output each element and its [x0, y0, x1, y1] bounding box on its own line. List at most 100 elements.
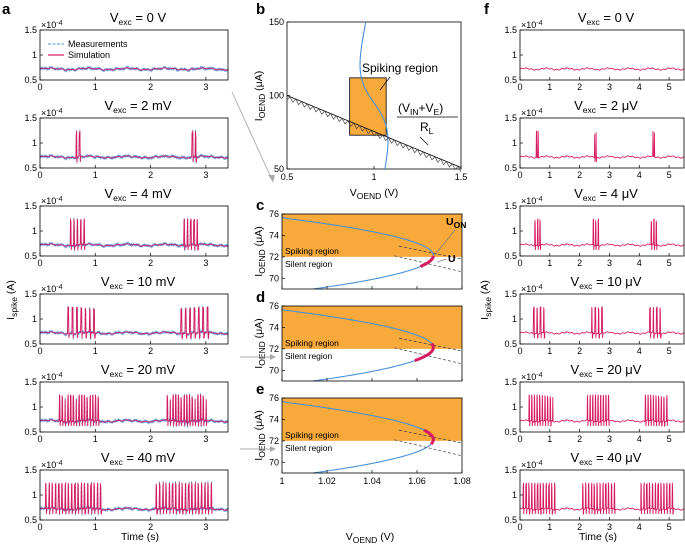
x-tick-label: 1 [547, 434, 552, 444]
y-tick-label: 74 [269, 414, 279, 424]
x-tick-label: 5 [667, 434, 672, 444]
y-tick-label: 1 [32, 138, 37, 148]
subplot-title-value: = 0 V [132, 10, 167, 25]
ylabel-unit: (μA) [253, 410, 265, 433]
y-tick-label: 76 [269, 209, 279, 219]
subplot-2: Vexc = 4 μV ×10-4 0.5 1 1.5 0 1 2 3 4 5 [504, 186, 685, 268]
subplot-title: Vexc = 20 mV [101, 362, 176, 379]
panel-b-letter: b [256, 1, 265, 18]
panel-f-xlabel: Time (s) [579, 531, 617, 543]
y-exponent: ×10-4 [41, 284, 63, 294]
subplot-title: Vexc = 20 μV [571, 362, 642, 379]
x-tick-label: 1.5 [455, 172, 468, 182]
y-tick-label: 1.5 [24, 289, 37, 299]
x-tick-label: 2 [577, 82, 582, 92]
subplot-title: Vexc = 10 μV [571, 274, 642, 291]
x-tick-label: 2 [148, 258, 153, 268]
legend-label-simulation: Simulation [68, 50, 110, 60]
subplot-title-sub: exc [110, 457, 124, 467]
x-tick-label: 3 [607, 346, 612, 356]
subplot-title-main: V [104, 98, 113, 113]
simulation-line [39, 482, 229, 515]
y-tick-label: 1 [512, 226, 517, 236]
panel-b: b Spiking region (VIN+VE) RL 0.5 1 1.5 50 100 15… [253, 1, 467, 201]
operating-segment [414, 342, 435, 363]
x-tick-label: 1 [93, 258, 98, 268]
x-tick-label: 1 [547, 346, 552, 356]
y-tick-label: 1.5 [504, 201, 517, 211]
load-line-dashed-lower [394, 255, 463, 273]
formula-part: (V [398, 101, 410, 115]
y-exponent-power: -4 [56, 20, 62, 27]
load-line-dashed-upper [398, 337, 463, 352]
x-tick-label: 1.04 [363, 476, 381, 486]
y-tick-label: 1.5 [504, 465, 517, 475]
subplot-title: Vexc = 40 μV [571, 450, 642, 467]
x-tick-label: 2 [148, 170, 153, 180]
y-exponent: ×10-4 [41, 20, 63, 30]
x-tick-label: 1 [547, 258, 552, 268]
y-exponent-power: -4 [536, 372, 542, 379]
subpanel-letter: c [256, 197, 264, 214]
spiking-region-label: Spiking region [285, 430, 339, 440]
subpanel-letter: d [256, 289, 265, 306]
y-tick-label: 1.5 [24, 201, 37, 211]
x-tick-label: 1 [93, 522, 98, 532]
y-tick-label: 0.5 [24, 163, 37, 173]
simulation-line [39, 130, 229, 163]
x-tick-label: 5 [667, 258, 672, 268]
x-tick-label: 2 [577, 434, 582, 444]
y-exponent: ×10-4 [521, 20, 543, 30]
measurement-line [39, 480, 229, 516]
formula-part: +V [419, 101, 434, 115]
x-tick-label: 0 [37, 82, 42, 92]
y-tick-label: 0.5 [24, 251, 37, 261]
simulation-line [519, 394, 685, 427]
subplot-frame [39, 205, 229, 257]
y-tick-label: 0.5 [24, 427, 37, 437]
x-tick-label: 0 [517, 346, 522, 356]
y-tick-label: 1.5 [24, 25, 37, 35]
x-tick-label: 3 [607, 82, 612, 92]
silent-region-label: Silent region [285, 443, 333, 453]
x-tick-label: 3 [607, 258, 612, 268]
y-tick-label: 0.5 [504, 515, 517, 525]
y-exponent: ×10-4 [41, 196, 63, 206]
spiking-region-fill [282, 214, 462, 257]
subplot-title: Vexc = 40 mV [101, 450, 176, 467]
iv-curve [359, 21, 389, 170]
x-tick-label: 1 [371, 172, 376, 182]
x-tick-label: 4 [637, 170, 642, 180]
formula-sub: L [429, 126, 434, 136]
load-line-zigzag [286, 96, 462, 173]
subplot-title-value: = 4 mV [126, 186, 171, 201]
formula-sub: E [434, 107, 440, 117]
subplot-title-sub: exc [579, 281, 593, 291]
y-exponent-base: ×10 [41, 284, 56, 294]
y-exponent-base: ×10 [41, 372, 56, 382]
x-tick-label: 3 [607, 170, 612, 180]
x-tick-label: 4 [637, 522, 642, 532]
subpanel-e: e Spiking region Silent region 70 72 74 76 1 1.0… [253, 381, 471, 486]
x-tick-label: 5 [667, 170, 672, 180]
y-tick-label: 50 [274, 164, 284, 174]
subplot-title: Vexc = 0 V [578, 10, 635, 27]
y-exponent: ×10-4 [521, 372, 543, 382]
x-tick-label: 2 [577, 346, 582, 356]
operating-segment [423, 428, 435, 446]
y-exponent-power: -4 [536, 20, 542, 27]
x-tick-label: 5 [667, 346, 672, 356]
subplot-title: Vexc = 4 μV [574, 186, 638, 203]
ylabel-unit: (μA) [253, 226, 265, 249]
subplot-0: Vexc = 0 V ×10-4 0.5 1 1.5 0 1 2 3 4 5 [504, 10, 685, 92]
y-exponent-base: ×10 [521, 372, 536, 382]
subplot-title-sub: exc [110, 281, 124, 291]
subplot-title-value: = 20 μV [592, 362, 641, 377]
x-tick-label: 5 [667, 522, 672, 532]
annotation-u: U [448, 253, 456, 265]
ylabel-unit: (μA) [253, 318, 265, 341]
subplot-title-sub: exc [119, 17, 133, 27]
y-tick-label: 0.5 [504, 163, 517, 173]
x-tick-label: 1 [547, 170, 552, 180]
